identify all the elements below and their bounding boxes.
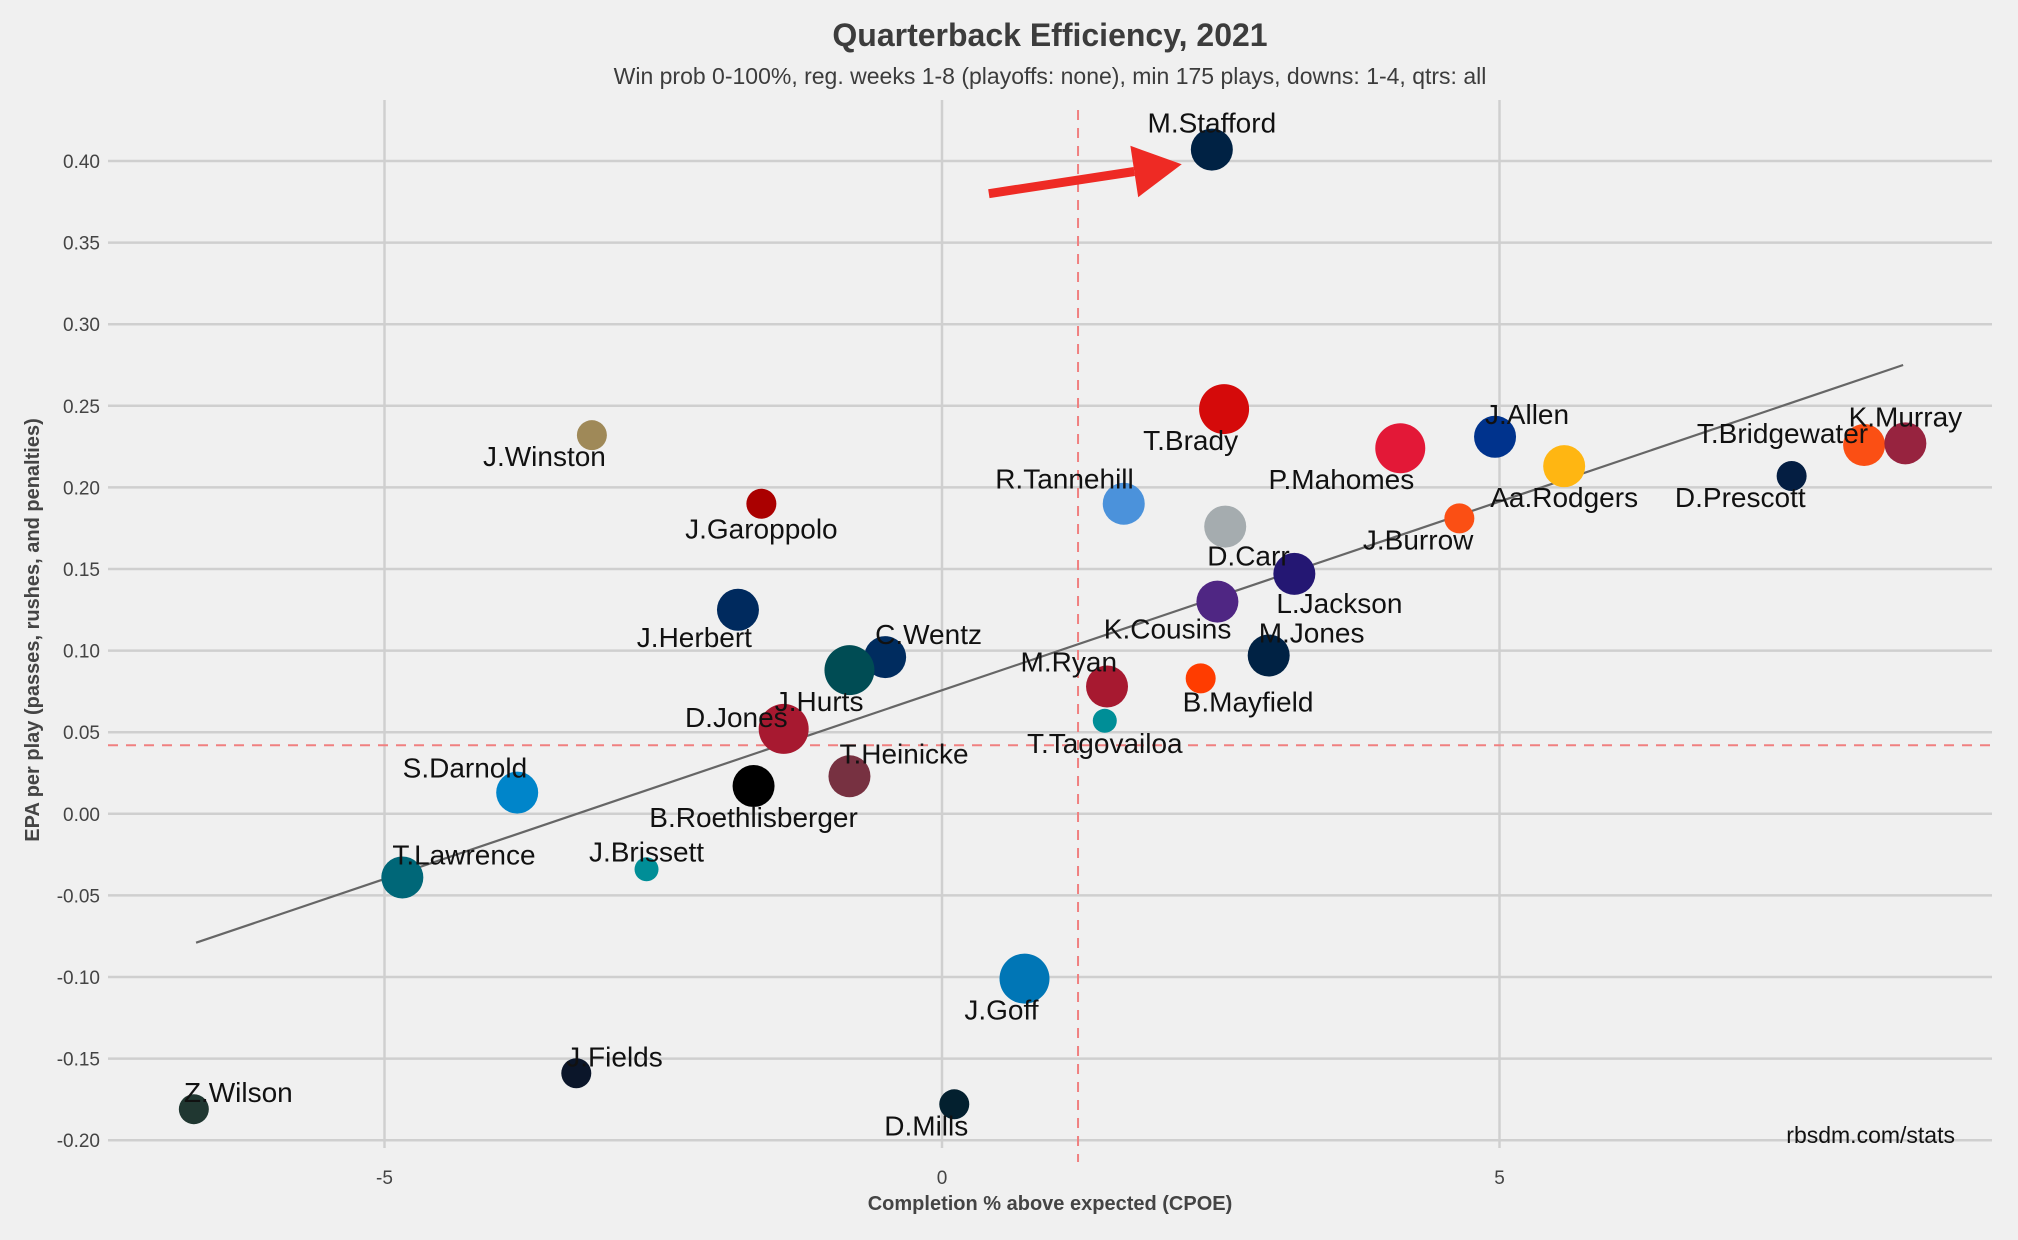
label-r-tannehill: R.Tannehill [995, 464, 1134, 495]
point-t-lawrence [381, 856, 424, 899]
y-tick-label: 0.15 [63, 560, 100, 581]
x-tick-label: 5 [1494, 1168, 1505, 1189]
label-l-jackson: L.Jackson [1276, 588, 1402, 619]
point-t-tagovailoa [1092, 708, 1117, 733]
point-c-wentz [864, 636, 907, 679]
trend-line-layer [195, 363, 1904, 944]
point-l-jackson [1273, 552, 1316, 595]
point-j-allen [1474, 415, 1517, 458]
reference-lines [108, 110, 1992, 1162]
label-j-winston: J.Winston [483, 441, 606, 472]
point-aa-rodgers [1543, 445, 1586, 488]
point-j-fields [561, 1058, 592, 1089]
y-tick-label: 0.10 [63, 642, 100, 663]
x-axis-ticks: -5 0 5 [376, 1168, 1505, 1189]
y-tick-label: -0.15 [57, 1050, 100, 1071]
y-tick-label: 0.40 [63, 152, 100, 173]
point-d-mills [939, 1089, 970, 1120]
label-s-darnold: S.Darnold [403, 753, 528, 784]
point-m-jones [1247, 634, 1290, 677]
label-t-tagovailoa: T.Tagovailoa [1027, 728, 1183, 759]
point-d-carr [1204, 505, 1247, 548]
grid-lines [108, 100, 1992, 1148]
label-j-goff: J.Goff [964, 995, 1038, 1026]
y-tick-label: 0.20 [63, 478, 100, 499]
point-b-mayfield [1185, 663, 1216, 694]
annotation-arrow-shaft [988, 167, 1135, 199]
label-d-prescott: D.Prescott [1675, 482, 1806, 513]
point-k-cousins [1196, 580, 1239, 623]
y-tick-label: -0.10 [57, 968, 100, 989]
point-r-tannehill [1102, 482, 1145, 525]
point-d-jones [758, 703, 809, 754]
annotation-arrow-head [1130, 145, 1182, 198]
label-d-jones: D.Jones [685, 702, 788, 733]
label-m-ryan: M.Ryan [1021, 647, 1117, 678]
label-t-brady: T.Brady [1143, 425, 1238, 456]
point-t-heinicke [828, 755, 871, 798]
label-j-garoppolo: J.Garoppolo [685, 514, 838, 545]
label-j-brissett: J.Brissett [589, 836, 704, 867]
label-t-lawrence: T.Lawrence [392, 839, 535, 870]
x-tick-label: -5 [376, 1168, 393, 1189]
y-tick-label: 0.35 [63, 234, 100, 255]
label-k-murray: K.Murray [1849, 401, 1963, 432]
y-tick-label: 0.25 [63, 397, 100, 418]
y-tick-label: 0.30 [63, 315, 100, 336]
chart-subtitle: Win prob 0-100%, reg. weeks 1-8 (playoff… [614, 63, 1487, 89]
point-j-hurts [824, 645, 875, 696]
point-j-brissett [634, 857, 659, 882]
label-c-wentz: C.Wentz [875, 619, 982, 650]
point-j-herbert [716, 588, 759, 631]
point-m-ryan [1086, 665, 1129, 708]
label-j-fields: J.Fields [566, 1041, 662, 1072]
label-k-cousins: K.Cousins [1104, 614, 1232, 645]
point-j-winston [576, 420, 607, 451]
label-j-hurts: J.Hurts [775, 686, 864, 717]
label-m-stafford: M.Stafford [1148, 108, 1277, 139]
label-t-bridgewater: T.Bridgewater [1697, 418, 1868, 449]
point-labels: M.Stafford T.Brady J.Winston J.Garoppolo R.T… [184, 108, 1962, 1142]
scatter-points [178, 128, 1927, 1125]
point-s-darnold [496, 771, 539, 814]
y-axis-label: EPA per play (passes, rushes, and penalt… [22, 418, 44, 842]
y-axis-ticks: 0.40 0.35 0.30 0.25 0.20 0.15 0.10 0.05 0.00 -0.0… [57, 152, 100, 1152]
label-j-herbert: J.Herbert [637, 622, 752, 653]
label-b-roethlisberger: B.Roethlisberger [649, 802, 858, 833]
label-j-burrow: J.Burrow [1363, 524, 1474, 555]
annotation-arrow-layer [988, 145, 1182, 199]
label-b-mayfield: B.Mayfield [1183, 686, 1314, 717]
label-d-carr: D.Carr [1207, 541, 1289, 572]
label-p-mahomes: P.Mahomes [1268, 464, 1414, 495]
x-tick-label: 0 [937, 1168, 948, 1189]
point-d-prescott [1776, 460, 1807, 491]
label-aa-rodgers: Aa.Rodgers [1490, 482, 1638, 513]
chart-title: Quarterback Efficiency, 2021 [832, 17, 1267, 53]
point-t-bridgewater [1843, 423, 1886, 466]
point-j-goff [999, 953, 1050, 1004]
label-z-wilson: Z.Wilson [184, 1077, 293, 1108]
point-p-mahomes [1375, 423, 1426, 474]
label-j-allen: J.Allen [1485, 399, 1569, 430]
y-tick-label: 0.00 [63, 805, 100, 826]
point-k-murray [1884, 422, 1927, 465]
y-tick-label: 0.05 [63, 723, 100, 744]
trend-line [195, 363, 1904, 944]
label-t-heinicke: T.Heinicke [839, 738, 968, 769]
y-tick-label: -0.05 [57, 886, 100, 907]
source-caption: rbsdm.com/stats [1786, 1122, 1955, 1148]
label-d-mills: D.Mills [884, 1110, 968, 1141]
x-axis-label: Completion % above expected (CPOE) [868, 1193, 1233, 1215]
point-z-wilson [178, 1094, 209, 1125]
point-j-burrow [1444, 503, 1475, 534]
point-b-roethlisberger [732, 765, 775, 808]
label-m-jones: M.Jones [1259, 617, 1365, 648]
y-tick-label: -0.20 [57, 1131, 100, 1152]
point-t-brady [1199, 384, 1250, 435]
point-j-garoppolo [746, 488, 777, 519]
point-m-stafford [1190, 128, 1233, 171]
